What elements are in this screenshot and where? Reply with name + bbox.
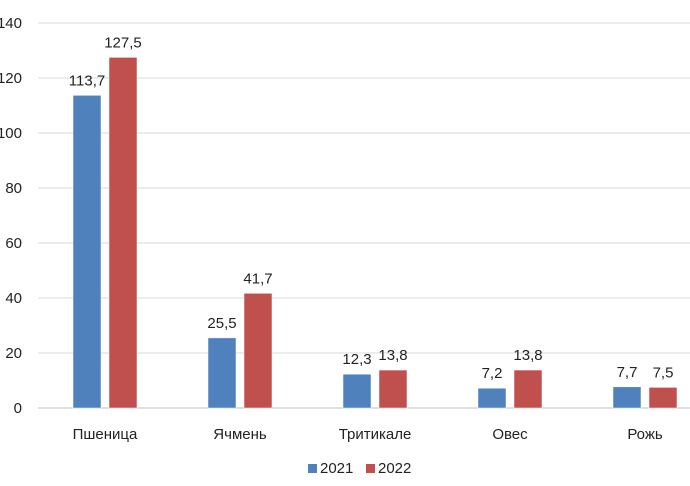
bar-2021-4	[612, 386, 642, 409]
y-tick-label: 60	[5, 235, 22, 252]
data-label: 7,5	[653, 364, 674, 381]
bar-2021-3	[477, 387, 507, 409]
bar-2021-0	[72, 95, 102, 409]
x-axis-categories: Пшеница Ячмень Тритикале Овес Рожь	[73, 426, 663, 443]
x-category-label: Тритикале	[339, 426, 412, 443]
data-label: 25,5	[207, 315, 236, 332]
data-label: 12,3	[342, 351, 371, 368]
x-category-label: Ячмень	[213, 426, 267, 443]
data-label: 13,8	[378, 347, 407, 364]
bar-2022-3	[513, 369, 543, 409]
data-labels: 113,7 127,5 25,5 41,7 12,3 13,8 7,2 13,8 7,7 7,5	[69, 34, 674, 382]
y-tick-label: 20	[5, 345, 22, 362]
legend-swatch-2022	[366, 464, 375, 473]
y-tick-label: 80	[5, 180, 22, 197]
legend-label: 2022	[378, 460, 411, 477]
data-label: 127,5	[104, 34, 142, 51]
bar-2022-1	[243, 293, 273, 409]
bar-2022-0	[108, 57, 138, 409]
y-tick-label: 120	[0, 70, 22, 87]
bar-2021-1	[207, 337, 237, 409]
bars	[72, 57, 678, 409]
x-category-label: Овес	[492, 426, 528, 443]
data-label: 7,2	[482, 365, 503, 382]
bar-2021-2	[342, 373, 372, 409]
y-tick-label: 0	[14, 400, 22, 417]
x-category-label: Пшеница	[73, 426, 138, 443]
data-label: 13,8	[513, 347, 542, 364]
bar-2022-4	[648, 387, 678, 409]
legend-label: 2021	[320, 460, 353, 477]
data-label: 41,7	[243, 270, 272, 287]
bar-2022-2	[378, 369, 408, 409]
data-label: 113,7	[69, 72, 105, 89]
y-tick-label: 100	[0, 125, 22, 142]
gridlines	[38, 22, 690, 354]
legend-swatch-2021	[308, 464, 317, 473]
x-category-label: Рожь	[627, 426, 663, 443]
data-label: 7,7	[617, 364, 638, 381]
y-axis-ticks: 0 20 40 60 80 100 120 140	[0, 15, 22, 417]
legend: 2021 2022	[308, 460, 411, 477]
y-tick-label: 40	[5, 290, 22, 307]
y-tick-label: 140	[0, 15, 22, 32]
